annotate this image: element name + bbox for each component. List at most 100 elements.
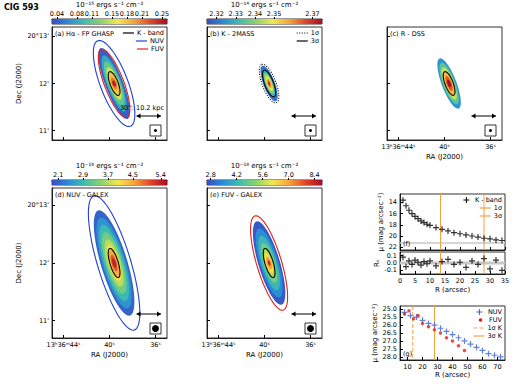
svg-text:14: 14	[389, 198, 397, 206]
svg-text:12': 12'	[39, 80, 49, 88]
svg-text:0.04: 0.04	[50, 10, 64, 18]
svg-text:RA (J2000): RA (J2000)	[91, 351, 128, 359]
svg-text:13ʰ36ᵐ44ˢ: 13ʰ36ᵐ44ˢ	[382, 143, 416, 151]
svg-text:(d) NUV - GALEX: (d) NUV - GALEX	[55, 191, 109, 199]
svg-text:RA (J2000): RA (J2000)	[426, 153, 463, 161]
svg-text:50: 50	[463, 363, 471, 371]
svg-text:30: 30	[433, 363, 441, 371]
svg-text:2.1: 2.1	[53, 171, 63, 179]
svg-text:2.33: 2.33	[229, 10, 243, 18]
svg-text:0.11: 0.11	[85, 10, 99, 18]
svg-text:70: 70	[493, 363, 501, 371]
svg-text:2.8: 2.8	[206, 171, 216, 179]
svg-text:35: 35	[501, 277, 509, 285]
svg-text:2.35: 2.35	[267, 10, 281, 18]
svg-text:R (arcsec): R (arcsec)	[435, 371, 470, 379]
svg-text:20°13': 20°13'	[27, 201, 49, 209]
svg-text:13ʰ36ᵐ44ˢ: 13ʰ36ᵐ44ˢ	[47, 341, 81, 349]
svg-text:RA (J2000): RA (J2000)	[246, 351, 283, 359]
svg-text:(g): (g)	[403, 350, 412, 358]
svg-text:Dec (J2000): Dec (J2000)	[15, 242, 23, 283]
svg-text:20: 20	[418, 363, 426, 371]
svg-text:2.34: 2.34	[248, 10, 262, 18]
svg-text:26.0: 26.0	[383, 321, 397, 329]
svg-text:27.5: 27.5	[383, 345, 397, 353]
svg-text:12': 12'	[39, 259, 49, 267]
svg-text:1σ: 1σ	[311, 29, 319, 37]
svg-text:CIG 593: CIG 593	[4, 3, 39, 12]
svg-text:(a) Hα - FP GHASP: (a) Hα - FP GHASP	[55, 30, 114, 38]
svg-text:5.4: 5.4	[156, 171, 166, 179]
svg-text:(c) R - DSS: (c) R - DSS	[390, 30, 425, 38]
svg-text:30'': 10.2 kpc: 30'': 10.2 kpc	[120, 104, 165, 112]
svg-text:-0.1: -0.1	[384, 266, 397, 274]
svg-text:40ˢ: 40ˢ	[259, 341, 270, 349]
svg-text:(b) K - 2MASS: (b) K - 2MASS	[210, 30, 254, 38]
svg-text:Dec (J2000): Dec (J2000)	[15, 63, 23, 104]
svg-text:Rₖ: Rₖ	[373, 259, 381, 267]
svg-text:2.32: 2.32	[209, 10, 223, 18]
svg-text:20: 20	[389, 232, 397, 240]
svg-text:R (arcsec): R (arcsec)	[435, 286, 470, 294]
svg-text:11': 11'	[39, 317, 49, 325]
svg-text:1σ: 1σ	[494, 204, 502, 212]
svg-text:0.18: 0.18	[120, 10, 134, 18]
svg-text:(f): (f)	[403, 240, 410, 248]
svg-text:10⁻¹⁸ ergs s⁻¹ cm⁻²: 10⁻¹⁸ ergs s⁻¹ cm⁻²	[231, 162, 299, 170]
svg-text:27.0: 27.0	[383, 337, 397, 345]
svg-text:10⁻¹⁵ ergs s⁻¹ cm⁻²: 10⁻¹⁵ ergs s⁻¹ cm⁻²	[76, 1, 144, 9]
svg-text:8.4: 8.4	[309, 171, 319, 179]
svg-text:K - band: K - band	[137, 29, 164, 37]
svg-text:0.08: 0.08	[70, 10, 84, 18]
svg-text:22: 22	[389, 243, 397, 251]
svg-text:40ˢ: 40ˢ	[439, 143, 450, 151]
svg-text:16: 16	[389, 210, 397, 218]
svg-text:40ˢ: 40ˢ	[104, 341, 115, 349]
svg-text:11': 11'	[39, 127, 49, 135]
svg-text:3σ: 3σ	[494, 212, 502, 220]
svg-text:10⁻¹⁴ ergs s⁻¹ cm⁻²: 10⁻¹⁴ ergs s⁻¹ cm⁻²	[231, 1, 299, 9]
svg-text:0: 0	[398, 277, 402, 285]
svg-text:4.5: 4.5	[128, 171, 138, 179]
svg-text:13ʰ36ᵐ44ˢ: 13ʰ36ᵐ44ˢ	[202, 341, 236, 349]
svg-text:7.0: 7.0	[283, 171, 293, 179]
svg-text:26.5: 26.5	[383, 329, 397, 337]
svg-text:28.0: 28.0	[383, 353, 397, 361]
svg-text:20°13': 20°13'	[27, 32, 49, 40]
svg-text:18: 18	[389, 221, 397, 229]
svg-text:K - band: K - band	[475, 196, 502, 204]
svg-text:25: 25	[471, 277, 479, 285]
svg-text:3σ K: 3σ K	[487, 332, 502, 340]
svg-text:NUV: NUV	[150, 37, 165, 45]
svg-text:25.5: 25.5	[383, 313, 397, 321]
svg-text:3σ: 3σ	[311, 37, 319, 45]
svg-text:0.25: 0.25	[155, 10, 169, 18]
svg-text:μ (mag arcsec⁻²): μ (mag arcsec⁻²)	[371, 303, 379, 362]
svg-text:36ˢ: 36ˢ	[485, 143, 496, 151]
svg-text:10: 10	[426, 277, 434, 285]
svg-text:μ (mag arcsec⁻²): μ (mag arcsec⁻²)	[377, 192, 385, 251]
svg-text:2.9: 2.9	[78, 171, 88, 179]
svg-text:15: 15	[441, 277, 449, 285]
svg-text:1σ K: 1σ K	[487, 324, 502, 332]
svg-text:NUV: NUV	[488, 308, 503, 316]
svg-text:5.6: 5.6	[257, 171, 267, 179]
svg-text:FUV: FUV	[151, 45, 164, 53]
svg-text:30: 30	[486, 277, 494, 285]
svg-text:4.2: 4.2	[232, 171, 242, 179]
svg-text:2.37: 2.37	[305, 10, 319, 18]
svg-text:0.15: 0.15	[105, 10, 119, 18]
svg-text:36ˢ: 36ˢ	[305, 341, 316, 349]
svg-text:FUV: FUV	[489, 316, 502, 324]
svg-text:0.21: 0.21	[135, 10, 149, 18]
svg-text:60: 60	[478, 363, 486, 371]
svg-text:(e) FUV - GALEX: (e) FUV - GALEX	[210, 191, 263, 199]
svg-text:25.0: 25.0	[383, 305, 397, 313]
svg-text:40: 40	[448, 363, 456, 371]
svg-text:10: 10	[403, 363, 411, 371]
svg-text:36ˢ: 36ˢ	[150, 341, 161, 349]
svg-text:20: 20	[456, 277, 464, 285]
svg-text:10⁻¹⁸ ergs s⁻¹ cm⁻²: 10⁻¹⁸ ergs s⁻¹ cm⁻²	[76, 162, 144, 170]
svg-text:3.7: 3.7	[103, 171, 113, 179]
svg-text:5: 5	[413, 277, 417, 285]
